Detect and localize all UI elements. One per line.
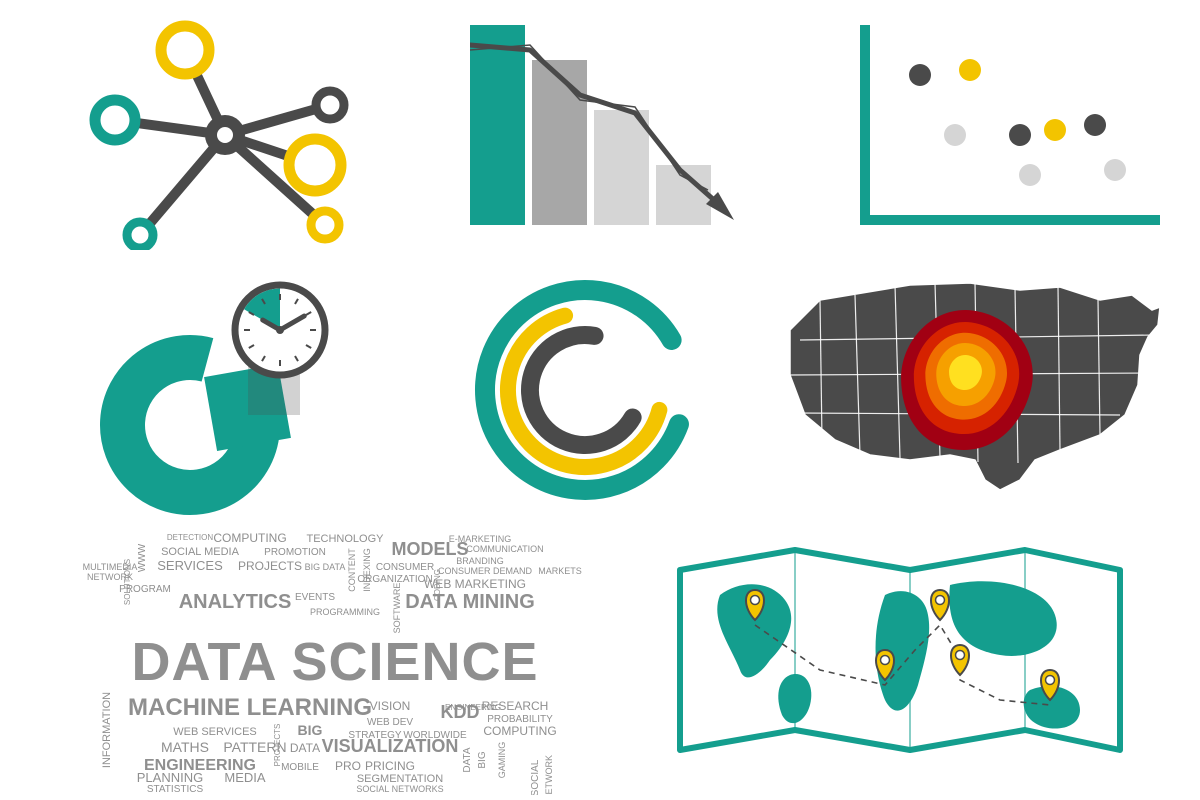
network-diagram	[60, 20, 380, 250]
bar-line-chart	[470, 25, 760, 230]
svg-text:PROMOTION: PROMOTION	[264, 547, 326, 558]
svg-text:COMPUTING: COMPUTING	[483, 724, 556, 738]
donut-clock-graphic	[70, 265, 370, 525]
scatter-plot	[860, 25, 1170, 230]
word-cloud: DATA SCIENCEANALYTICSMACHINE LEARNINGMOD…	[70, 530, 600, 795]
svg-text:INFORMATION: INFORMATION	[101, 692, 113, 768]
svg-text:MATHS: MATHS	[161, 739, 209, 755]
svg-text:BIG: BIG	[477, 751, 488, 768]
svg-text:TECHNOLOGY: TECHNOLOGY	[306, 533, 384, 545]
svg-text:GAMING: GAMING	[497, 742, 507, 779]
svg-text:SOCIAL: SOCIAL	[530, 759, 541, 795]
svg-text:SOCIAL MEDIA: SOCIAL MEDIA	[161, 546, 239, 558]
svg-text:CONSUMER: CONSUMER	[376, 562, 434, 573]
svg-text:STATISTICS: STATISTICS	[147, 784, 204, 795]
svg-text:WEB DEV: WEB DEV	[367, 717, 413, 728]
svg-text:CONTENT: CONTENT	[347, 548, 357, 592]
svg-text:MACHINE LEARNING: MACHINE LEARNING	[128, 694, 372, 721]
radial-arcs-chart	[455, 275, 715, 505]
svg-text:SOCIAL NETWORKS: SOCIAL NETWORKS	[356, 784, 443, 794]
svg-text:PLANNING: PLANNING	[137, 770, 203, 785]
svg-text:BIG DATA: BIG DATA	[305, 562, 346, 572]
svg-text:WWW: WWW	[137, 543, 148, 572]
svg-text:COMMUNICATION: COMMUNICATION	[466, 544, 543, 554]
svg-text:DATA: DATA	[462, 747, 473, 773]
svg-text:PROJECTS: PROJECTS	[273, 724, 282, 767]
svg-text:ENGINEERING: ENGINEERING	[445, 703, 501, 712]
svg-text:COMPUTING: COMPUTING	[213, 531, 286, 545]
svg-text:SOFTWARE: SOFTWARE	[392, 583, 402, 634]
svg-text:WEB SERVICES: WEB SERVICES	[173, 726, 257, 738]
svg-text:E-MARKETING: E-MARKETING	[449, 534, 512, 544]
svg-text:PRICING: PRICING	[365, 759, 415, 773]
svg-text:SOLUTIONS: SOLUTIONS	[123, 559, 132, 605]
us-heatmap	[760, 255, 1170, 500]
svg-text:DATA SCIENCE: DATA SCIENCE	[131, 632, 538, 692]
svg-text:DATA MINING: DATA MINING	[405, 591, 535, 613]
svg-text:PROJECTS: PROJECTS	[238, 559, 302, 573]
world-fold-map	[650, 525, 1150, 780]
svg-text:BIG: BIG	[298, 722, 323, 738]
svg-text:CODING: CODING	[433, 569, 442, 601]
svg-text:ANALYTICS: ANALYTICS	[179, 591, 292, 613]
svg-text:MEDIA: MEDIA	[224, 770, 266, 785]
svg-text:PROGRAMMING: PROGRAMMING	[310, 607, 380, 617]
svg-text:NETWORK: NETWORK	[544, 755, 554, 795]
svg-text:PRO: PRO	[335, 759, 361, 773]
svg-text:SERVICES: SERVICES	[157, 558, 223, 573]
svg-text:INDEXING: INDEXING	[362, 548, 372, 592]
svg-text:EVENTS: EVENTS	[295, 592, 335, 603]
svg-text:STRATEGY: STRATEGY	[348, 730, 401, 741]
svg-text:WORLDWIDE: WORLDWIDE	[403, 730, 467, 741]
svg-text:BRANDING: BRANDING	[456, 556, 504, 566]
svg-text:MOBILE: MOBILE	[281, 762, 319, 773]
svg-text:MARKETS: MARKETS	[538, 566, 582, 576]
svg-text:CONSUMER DEMAND: CONSUMER DEMAND	[438, 566, 533, 576]
svg-text:DETECTION: DETECTION	[167, 533, 213, 542]
svg-text:VISION: VISION	[370, 699, 411, 713]
svg-text:DATA: DATA	[290, 741, 320, 755]
